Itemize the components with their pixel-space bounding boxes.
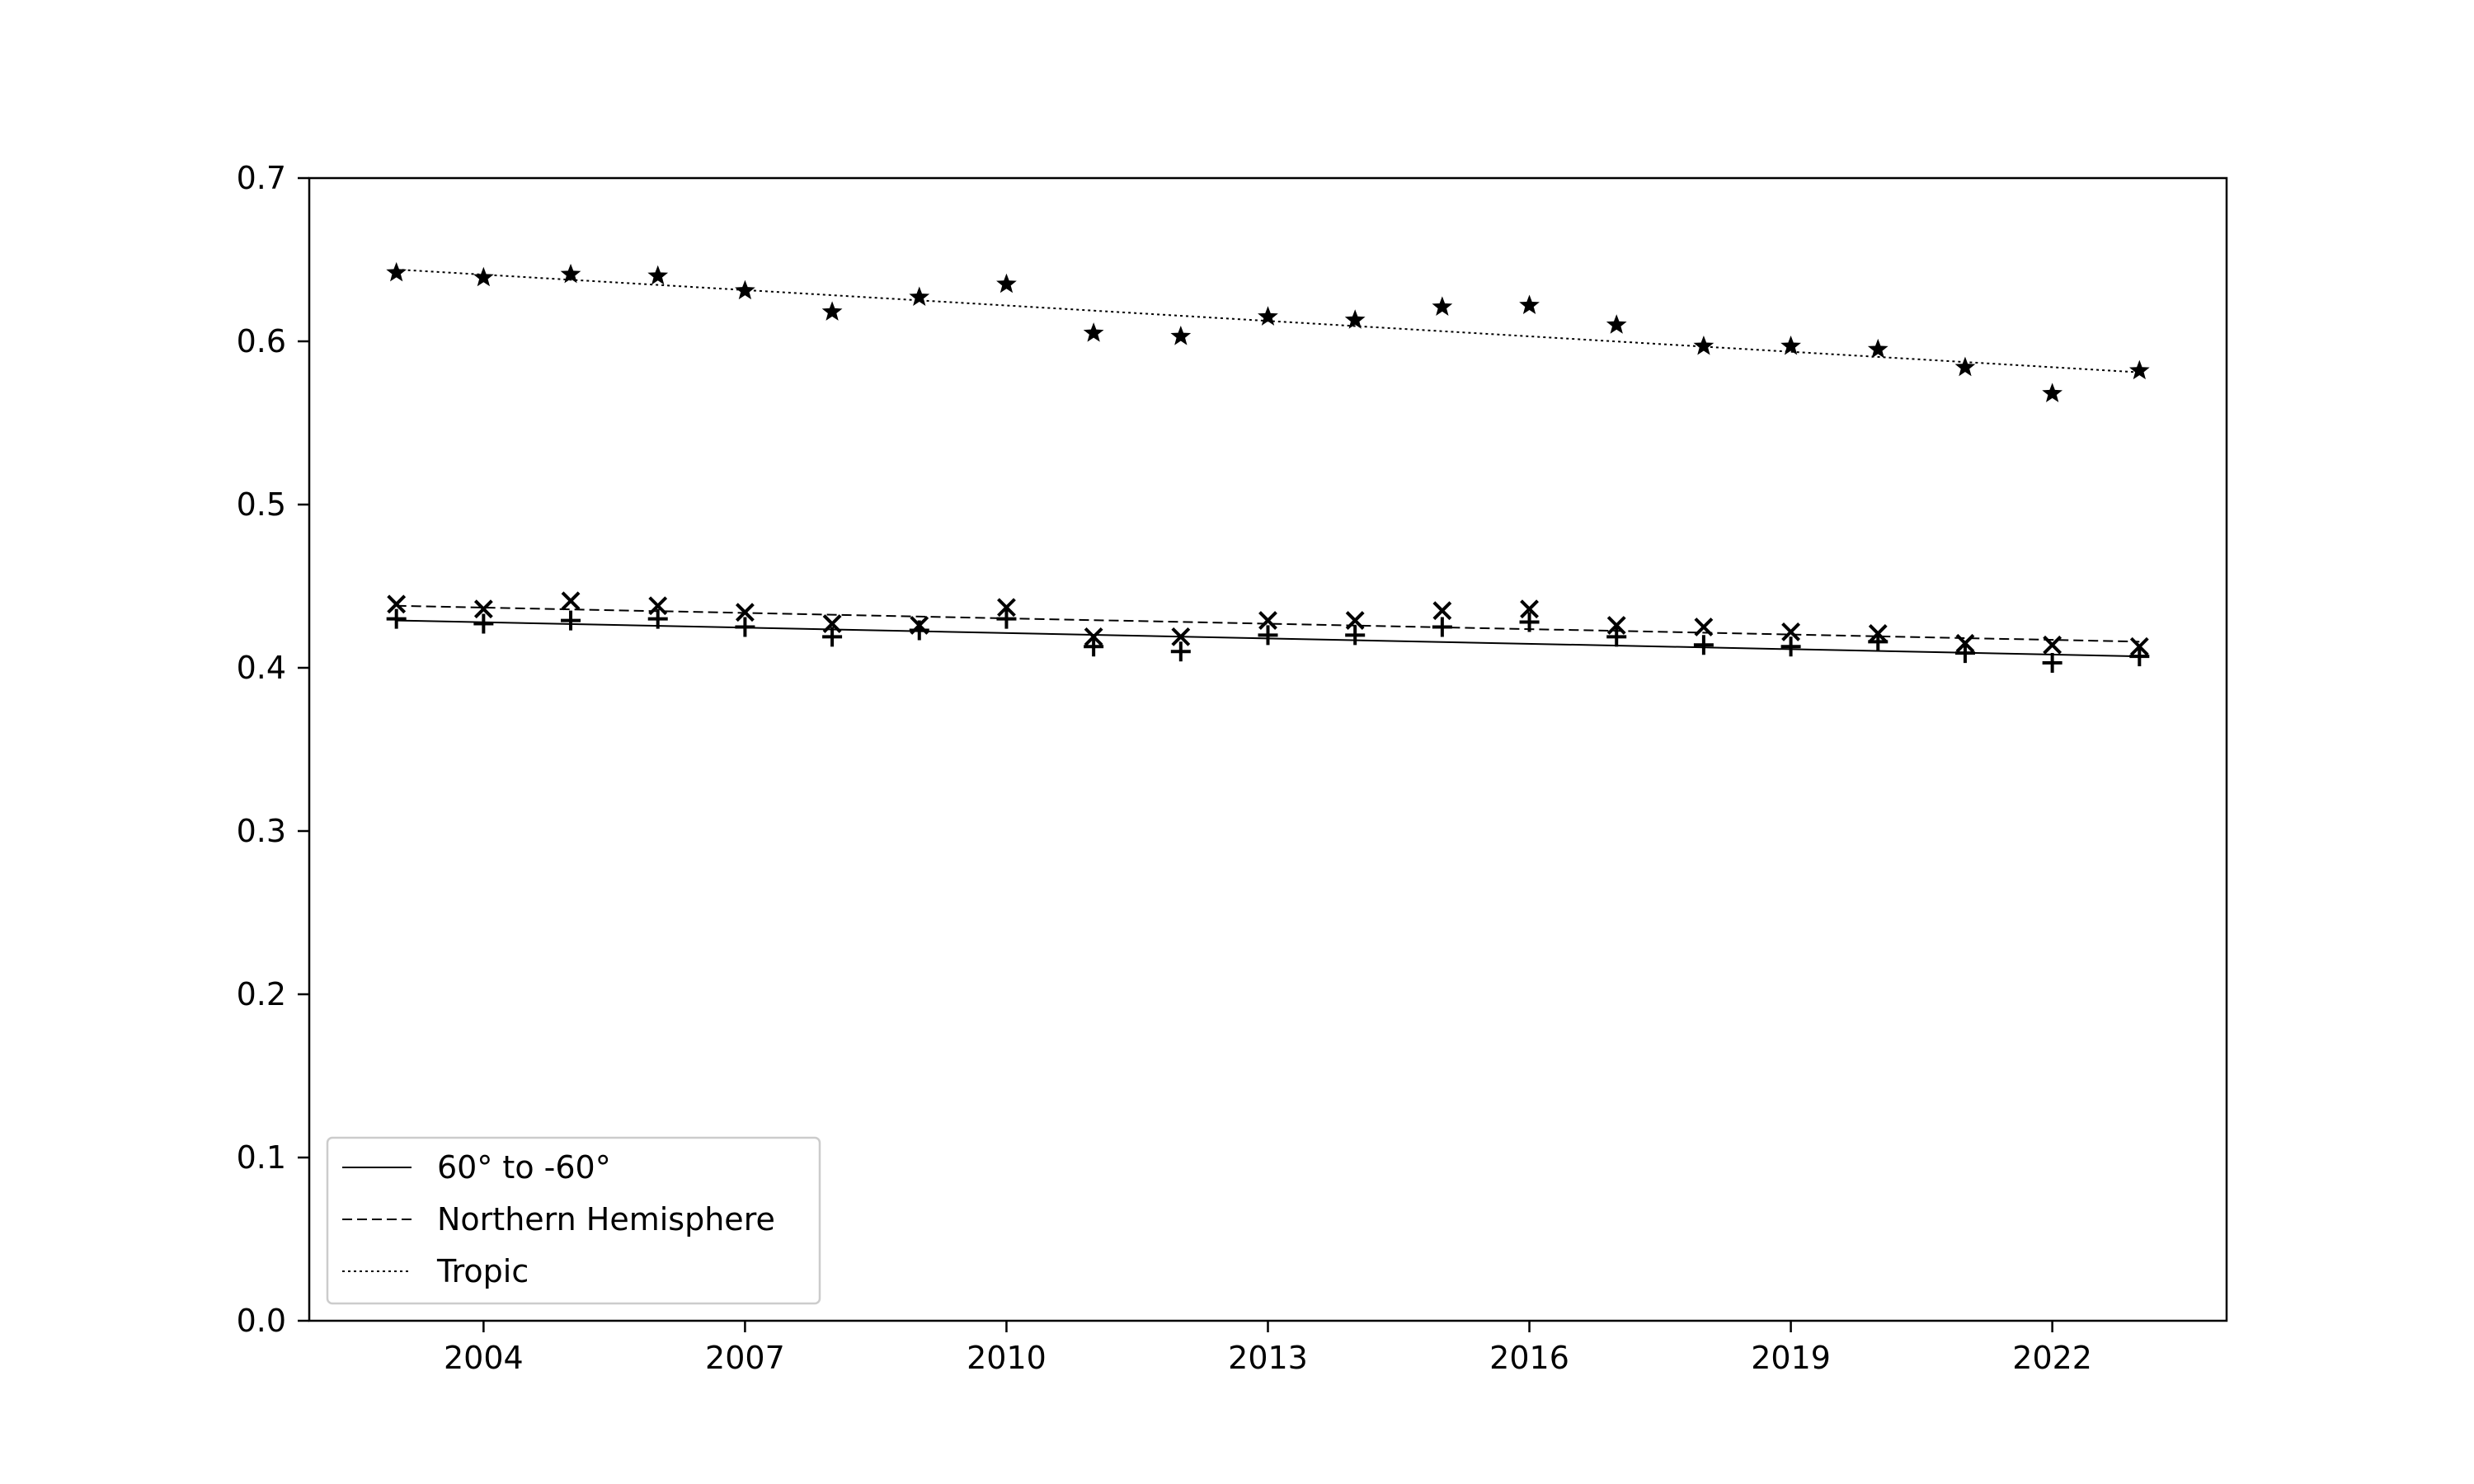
x-tick-label: 2010	[967, 1340, 1047, 1376]
data-point-series-2-2006	[647, 265, 669, 285]
data-point-series-1-2004	[473, 599, 493, 619]
data-point-series-2-2008	[821, 301, 843, 321]
data-point-series-0-2007	[735, 617, 755, 637]
data-point-series-1-2009	[910, 616, 929, 635]
data-point-series-1-2013	[1258, 611, 1277, 630]
data-point-series-2-2009	[909, 286, 930, 307]
data-point-series-2-2019	[1780, 335, 1801, 355]
data-point-series-2-2011	[1083, 322, 1104, 342]
data-point-series-1-2016	[1520, 599, 1539, 619]
data-point-series-0-2014	[1345, 625, 1366, 646]
data-point-series-1-2020	[1868, 624, 1888, 643]
data-point-series-2-2023	[2128, 359, 2150, 380]
data-point-series-1-2022	[2043, 635, 2062, 655]
data-point-series-2-2015	[1432, 296, 1453, 316]
data-point-series-2-2014	[1344, 309, 1366, 329]
data-point-series-1-2019	[1781, 622, 1801, 641]
trend-line-1	[396, 604, 2140, 643]
y-tick-label: 0.5	[237, 486, 286, 523]
data-point-series-1-2018	[1694, 618, 1714, 636]
data-point-series-0-2010	[996, 608, 1017, 629]
x-tick-label: 2019	[1751, 1340, 1831, 1376]
y-tick-label: 0.2	[237, 976, 286, 1012]
data-point-series-2-2020	[1867, 338, 1888, 359]
data-point-series-1-2005	[561, 591, 581, 611]
data-point-series-2-2012	[1170, 326, 1192, 345]
y-tick-label: 0.3	[237, 813, 286, 849]
data-point-series-0-2008	[822, 627, 843, 647]
data-point-series-1-2007	[735, 603, 755, 622]
y-axis: 0.0 0.1 0.2 0.3 0.4 0.5 0.6 0.7	[237, 160, 309, 1339]
data-point-series-2-2004	[473, 266, 494, 287]
data-point-series-1-2023	[2129, 636, 2149, 656]
data-point-series-1-2014	[1345, 611, 1365, 630]
data-point-series-0-2023	[2129, 646, 2150, 667]
x-tick-label: 2007	[705, 1340, 785, 1376]
legend: 60° to -60° Northern Hemisphere Tropic	[326, 1136, 821, 1305]
legend-label-1: Northern Hemisphere	[437, 1201, 775, 1237]
data-point-series-1-2012	[1171, 627, 1191, 646]
data-point-series-0-2022	[2042, 653, 2062, 674]
data-point-series-0-2021	[1954, 643, 1975, 664]
data-point-series-0-2011	[1084, 636, 1104, 657]
data-point-series-1-2006	[648, 596, 668, 616]
data-point-series-0-2004	[473, 613, 494, 634]
data-point-series-0-2016	[1519, 612, 1540, 632]
data-point-series-0-2006	[647, 608, 668, 629]
data-point-series-0-2015	[1432, 617, 1452, 637]
data-point-series-1-2011	[1084, 627, 1103, 646]
data-point-series-2-2022	[2042, 383, 2062, 402]
data-point-series-0-2013	[1258, 625, 1278, 646]
data-point-series-1-2008	[822, 614, 842, 633]
data-point-series-1-2003	[387, 594, 407, 614]
data-markers	[386, 261, 2150, 674]
legend-label-2: Tropic	[436, 1253, 529, 1289]
data-point-series-2-2005	[560, 263, 581, 284]
data-point-series-0-2012	[1170, 641, 1191, 662]
data-point-series-2-2007	[735, 279, 755, 300]
data-point-series-0-2018	[1693, 635, 1714, 655]
data-point-series-2-2018	[1693, 335, 1714, 355]
data-point-series-1-2010	[997, 598, 1016, 618]
data-point-series-2-2013	[1258, 306, 1278, 326]
data-point-series-2-2016	[1519, 294, 1540, 314]
y-tick-label: 0.0	[237, 1303, 286, 1339]
data-point-series-1-2017	[1606, 616, 1626, 635]
legend-label-0: 60° to -60°	[437, 1149, 611, 1186]
data-point-series-0-2005	[561, 610, 581, 631]
data-point-series-2-2010	[996, 273, 1017, 294]
x-tick-label: 2013	[1228, 1340, 1308, 1376]
data-point-series-2-2017	[1606, 314, 1627, 334]
y-tick-label: 0.4	[237, 650, 286, 686]
y-tick-label: 0.7	[237, 160, 286, 196]
x-tick-label: 2004	[444, 1340, 524, 1376]
legend-box	[326, 1136, 821, 1305]
data-point-series-0-2003	[386, 608, 407, 629]
x-tick-label: 2016	[1489, 1340, 1569, 1376]
x-axis: 2004 2007 2010 2013 2016 2019 2022	[444, 1321, 2092, 1376]
data-point-series-0-2017	[1606, 627, 1627, 647]
data-point-series-1-2021	[1955, 633, 1975, 653]
y-tick-label: 0.1	[237, 1139, 286, 1176]
data-point-series-1-2015	[1432, 601, 1452, 621]
data-point-series-2-2021	[1954, 356, 1976, 377]
y-tick-label: 0.6	[237, 323, 286, 359]
data-point-series-2-2003	[386, 261, 407, 282]
x-tick-label: 2022	[2012, 1340, 2092, 1376]
data-point-series-0-2019	[1780, 636, 1801, 657]
